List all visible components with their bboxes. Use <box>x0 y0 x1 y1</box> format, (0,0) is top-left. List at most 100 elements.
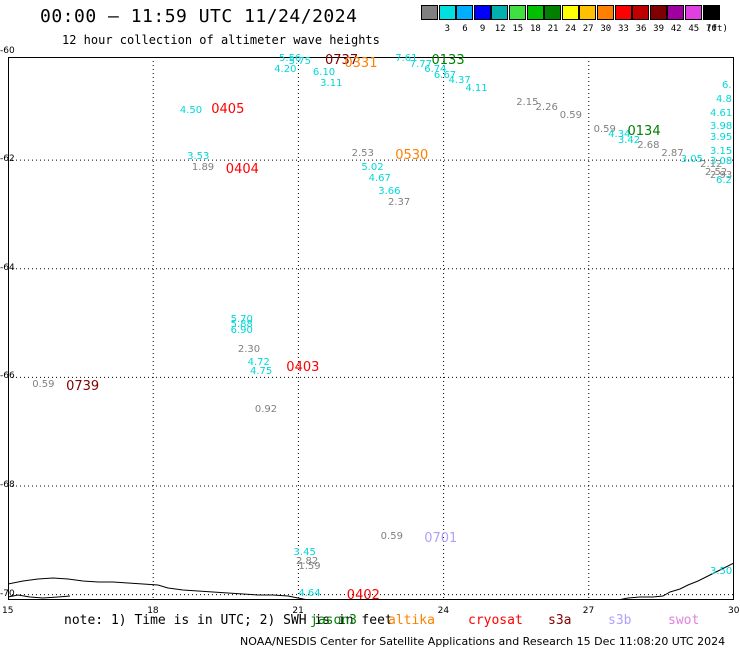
mission-label: s3b <box>608 613 632 628</box>
footer-note: note: 1) Time is in UTC; 2) SWH is in fe… <box>64 613 393 628</box>
pass-label: 0134 <box>627 123 661 139</box>
map-canvas <box>8 57 734 600</box>
scale-swatch <box>685 5 702 20</box>
swh-value: 4.61 <box>710 107 733 119</box>
y-tick-label: -62 <box>0 154 15 165</box>
swh-value: 2.12 <box>700 159 723 171</box>
scale-label: 15 <box>512 24 524 34</box>
swh-value: 3.45 <box>293 547 316 559</box>
swh-value: 5.02 <box>361 161 384 173</box>
swh-value: 4.50 <box>179 104 203 116</box>
scale-label: 3 <box>444 24 451 34</box>
swh-value: 0.92 <box>254 403 278 415</box>
swh-value: 2.37 <box>387 197 411 209</box>
swh-value: 4.11 <box>465 83 488 95</box>
y-tick-label: -60 <box>0 45 15 56</box>
scale-swatch <box>702 5 720 20</box>
x-tick-label: 15 <box>2 606 14 616</box>
swh-value: 3.95 <box>710 132 733 144</box>
swh-value: 3.08 <box>710 156 733 168</box>
swh-value: 6.74 <box>424 64 447 76</box>
swh-value: 0.59 <box>380 531 403 543</box>
pass-label: 0331 <box>344 56 378 71</box>
page-subtitle: 12 hour collection of altimeter wave hei… <box>62 33 380 47</box>
scale-swatch <box>667 5 685 20</box>
y-tick-label: -66 <box>0 371 15 382</box>
map-area: 15 18 21 24 27 30 -60 -62 -64 -66 -68 -70 5.56 5.75… <box>0 46 739 616</box>
scale-label: 30 <box>600 24 612 34</box>
swh-value: 0.59 <box>559 110 583 122</box>
scale-swatch <box>491 5 509 20</box>
pass-label: 0402 <box>346 588 380 604</box>
mission-label: jason3 <box>310 613 357 628</box>
y-tick-label: -64 <box>0 262 15 273</box>
swh-value: 4.8 <box>716 94 732 105</box>
footer-credit: NOAA/NESDIS Center for Satellite Applica… <box>240 635 726 648</box>
mission-label: s3a <box>548 613 572 628</box>
scale-unit: (ft) <box>706 24 728 34</box>
swh-value: 5.75 <box>288 56 311 67</box>
x-tick-label: 30 <box>728 606 740 616</box>
swh-value: 4.72 <box>247 357 270 369</box>
pass-label: 0404 <box>225 161 259 177</box>
swh-value: 2.87 <box>661 148 684 160</box>
scale-label: 27 <box>582 24 594 34</box>
coastline <box>8 577 309 600</box>
swh-value: 3.66 <box>378 186 401 198</box>
x-tick-label: 21 <box>292 606 304 616</box>
swh-value: 3.05 <box>680 153 704 165</box>
swh-value: 2.68 <box>637 140 660 152</box>
swh-value: 6.2 <box>716 175 732 187</box>
scale-swatch <box>438 5 456 20</box>
swh-value: 2.15 <box>516 96 539 108</box>
coastline-east <box>617 562 734 600</box>
swh-value: 4.37 <box>448 75 471 86</box>
pass-label: 0403 <box>286 360 320 376</box>
x-tick-label: 27 <box>582 606 595 616</box>
scale-label: 18 <box>529 24 541 34</box>
graticule <box>8 57 734 600</box>
swh-value: 6.10 <box>312 66 336 78</box>
swh-value: 3.11 <box>320 77 343 89</box>
swh-value: 7.61 <box>395 53 418 65</box>
scale-swatch <box>561 5 579 20</box>
scale-label: 6 <box>462 24 468 34</box>
scale-swatch <box>473 5 491 20</box>
pass-label: 0530 <box>395 148 429 164</box>
swh-value: 4.64 <box>298 588 321 600</box>
scale-label: 42 <box>670 24 682 34</box>
scale-swatch <box>614 5 632 20</box>
scale-swatch <box>632 5 650 20</box>
mission-label: cryosat <box>468 613 523 628</box>
scale-label: 21 <box>547 24 559 34</box>
swh-value: 3.98 <box>710 121 733 133</box>
x-tick-label: 24 <box>437 606 450 616</box>
swh-value: 4.75 <box>250 365 273 377</box>
x-tick-label: 18 <box>147 606 159 616</box>
scale-swatch <box>579 5 597 20</box>
coastline-segment <box>8 594 71 599</box>
y-tick-label: -68 <box>0 479 15 490</box>
scale-swatch <box>597 5 614 20</box>
swh-value: 5.88 <box>230 319 253 331</box>
swh-value: 4.20 <box>274 64 297 76</box>
swh-value: 3.50 <box>710 566 733 578</box>
scale-swatch <box>526 5 544 20</box>
scale-label: 45 <box>688 24 700 34</box>
swh-value: 6. <box>722 80 732 92</box>
swh-value: 3.53 <box>187 151 210 163</box>
scale-label: 24 <box>565 24 577 34</box>
page-title: 00:00 — 11:59 UTC 11/24/2024 <box>40 6 358 27</box>
swh-value: 5.56 <box>279 53 302 65</box>
swh-value: 0.59 <box>32 379 55 391</box>
swh-value: 6.67 <box>433 69 457 81</box>
scale-swatch <box>544 5 562 20</box>
scale-label: 36 <box>635 24 647 34</box>
scale-label: 33 <box>617 24 629 34</box>
swh-value: 1.89 <box>191 161 215 173</box>
swh-value: 2.53 <box>351 148 374 160</box>
swh-value: 1.59 <box>298 560 321 572</box>
swh-value: 0.59 <box>593 123 616 135</box>
mission-label: altika <box>388 613 435 628</box>
y-tick-label: -70 <box>0 588 15 599</box>
